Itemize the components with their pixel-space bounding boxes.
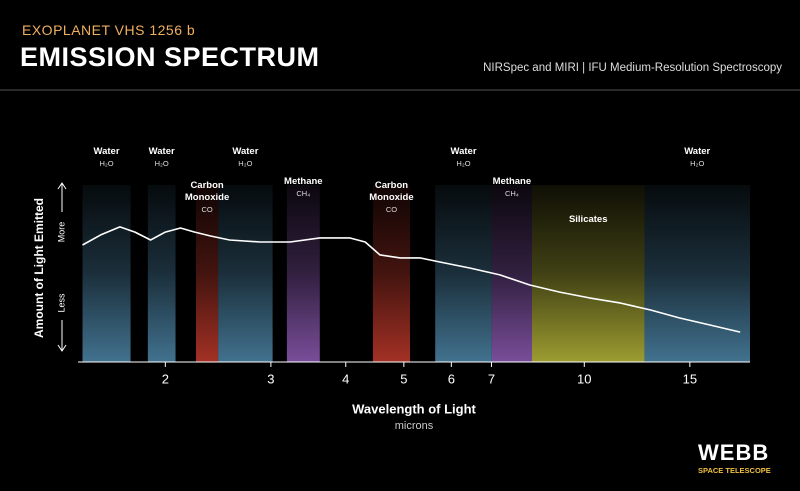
band — [286, 185, 320, 362]
band-label: Water H₂O — [429, 146, 499, 170]
y-low-label: Less — [56, 293, 66, 313]
kicker: EXOPLANET VHS 1256 b — [22, 22, 196, 38]
band — [531, 185, 645, 362]
band-formula: H₂O — [690, 159, 705, 168]
band-label: Silicates — [553, 214, 623, 226]
y-axis-label: Amount of Light Emitted — [32, 198, 46, 338]
band — [372, 185, 411, 362]
band-name: Carbon Monoxide — [184, 180, 230, 203]
x-axis-label: Wavelength of Light — [352, 401, 476, 416]
band-formula: CO — [201, 205, 213, 214]
spectrum-line — [82, 226, 741, 333]
band — [435, 185, 492, 362]
x-tick-label: 4 — [342, 371, 349, 386]
y-arrow-up-head — [57, 182, 67, 190]
x-tick-label: 2 — [162, 371, 169, 386]
band-label: Water H₂O — [210, 146, 280, 170]
band-formula: CH₄ — [504, 189, 519, 198]
x-tick-label: 15 — [683, 371, 697, 386]
band-formula: CO — [385, 205, 398, 214]
band-formula: CH₄ — [296, 189, 311, 198]
band — [147, 185, 176, 362]
subtitle: NIRSpec and MIRI | IFU Medium-Resolution… — [483, 62, 782, 74]
band-label: Methane CH₄ — [268, 176, 338, 200]
x-tick-label: 10 — [577, 371, 591, 386]
band-formula: H₂O — [154, 159, 169, 168]
band-formula: H₂O — [99, 159, 114, 168]
x-axis-unit: microns — [395, 420, 434, 432]
band-label: Water H₂O — [72, 146, 142, 170]
x-tick-label: 3 — [267, 371, 274, 386]
band — [82, 185, 131, 362]
band-name: Water — [684, 146, 711, 157]
band-label: Methane CH₄ — [477, 176, 547, 200]
band — [195, 185, 219, 362]
band-name: Methane — [284, 176, 323, 187]
band-label: Water H₂O — [127, 146, 197, 170]
x-tick-label: 5 — [400, 371, 407, 386]
x-tick-label: 6 — [448, 371, 455, 386]
band-name: Water — [148, 146, 175, 157]
band-label: Carbon Monoxide CO — [356, 180, 426, 216]
band-formula: H₂O — [238, 159, 253, 168]
band-name: Carbon Monoxide — [369, 180, 414, 203]
band — [644, 185, 750, 362]
band — [491, 185, 532, 362]
band — [218, 185, 273, 362]
band-name: Silicates — [568, 214, 608, 225]
band-name: Water — [232, 146, 259, 157]
y-high-label: More — [56, 222, 66, 243]
band-formula: H₂O — [456, 159, 471, 168]
logo-name: WEBB — [698, 440, 770, 465]
band-label: Carbon Monoxide CO — [172, 180, 242, 216]
y-arrow-down-head — [57, 344, 67, 352]
x-tick-label: 7 — [488, 371, 495, 386]
band-name: Water — [93, 146, 120, 157]
title: EMISSION SPECTRUM — [20, 42, 320, 72]
band-label: Water H₂O — [662, 146, 732, 170]
band-name: Water — [450, 146, 477, 157]
band-name: Methane — [492, 176, 532, 187]
logo-tagline: SPACE TELESCOPE — [698, 466, 771, 475]
